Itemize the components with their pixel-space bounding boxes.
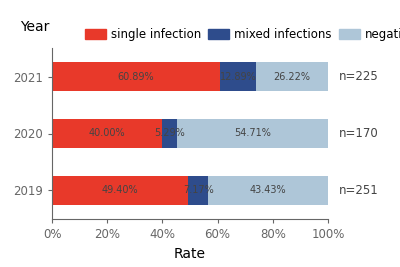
Bar bbox=[208, 176, 328, 205]
Bar bbox=[162, 119, 177, 148]
Bar bbox=[52, 119, 162, 148]
Text: n=251: n=251 bbox=[339, 184, 379, 197]
Text: 26.22%: 26.22% bbox=[273, 72, 310, 81]
Text: 40.00%: 40.00% bbox=[89, 128, 126, 139]
X-axis label: Rate: Rate bbox=[174, 246, 206, 261]
Text: 54.71%: 54.71% bbox=[234, 128, 271, 139]
Bar bbox=[188, 176, 208, 205]
Text: 5.29%: 5.29% bbox=[154, 128, 185, 139]
Text: n=225: n=225 bbox=[339, 70, 379, 83]
Text: 12.89%: 12.89% bbox=[220, 72, 256, 81]
Text: 49.40%: 49.40% bbox=[102, 186, 138, 195]
Bar bbox=[220, 62, 256, 91]
Bar bbox=[52, 62, 220, 91]
Text: n=170: n=170 bbox=[339, 127, 379, 140]
Text: Year: Year bbox=[20, 20, 50, 34]
Text: 60.89%: 60.89% bbox=[118, 72, 154, 81]
Bar bbox=[52, 176, 188, 205]
Bar bbox=[256, 62, 328, 91]
Text: 7.17%: 7.17% bbox=[183, 186, 214, 195]
Bar bbox=[177, 119, 328, 148]
Legend: single infection, mixed infections, negative: single infection, mixed infections, nega… bbox=[80, 23, 400, 46]
Text: 43.43%: 43.43% bbox=[250, 186, 286, 195]
